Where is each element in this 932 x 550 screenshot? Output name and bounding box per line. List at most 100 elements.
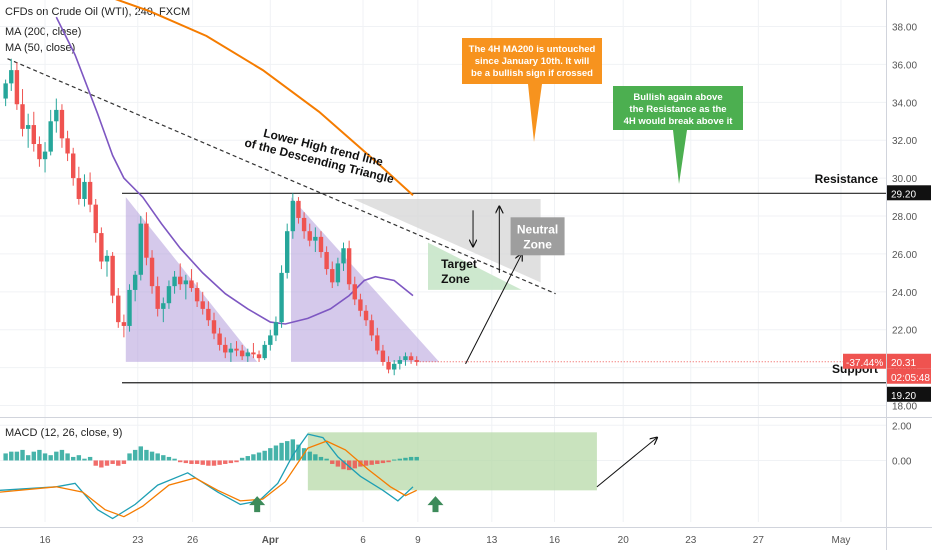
candle xyxy=(110,255,115,296)
macd-histogram-bar xyxy=(189,460,194,464)
candle xyxy=(59,109,65,139)
candle xyxy=(132,274,138,290)
candle xyxy=(369,320,374,336)
macd-histogram-bar xyxy=(9,451,14,461)
candle xyxy=(149,257,155,287)
candle xyxy=(386,361,391,370)
candle xyxy=(408,356,414,361)
macd-histogram-bar xyxy=(14,451,20,461)
macd-histogram-bar xyxy=(116,460,121,466)
candle xyxy=(284,231,290,273)
candle xyxy=(352,284,357,300)
macd-histogram-bar xyxy=(341,460,346,470)
price-tick-label: 26.00 xyxy=(892,250,917,261)
candle xyxy=(279,272,284,323)
macd-histogram-bar xyxy=(82,458,87,461)
bullish-callout-text: 4H would break above it xyxy=(624,116,734,127)
macd-histogram-bar xyxy=(313,454,318,461)
candle xyxy=(380,350,386,362)
target-zone-label: Zone xyxy=(441,272,470,286)
candle xyxy=(9,70,14,84)
macd-legend[interactable]: MACD (12, 26, close, 9) xyxy=(5,427,123,439)
macd-histogram-bar xyxy=(251,454,256,461)
ma50-legend[interactable]: MA (50, close) xyxy=(5,42,76,54)
countdown-tag: 02:05:48 xyxy=(891,373,930,384)
candle xyxy=(121,322,127,326)
change-tag: -37.44% xyxy=(846,358,883,369)
time-tick-label: 9 xyxy=(415,535,421,546)
macd-histogram-bar xyxy=(138,446,143,461)
candle xyxy=(172,276,177,287)
time-tick-label: 16 xyxy=(549,535,561,546)
candle xyxy=(65,138,70,154)
candle xyxy=(3,83,8,99)
macd-histogram-bar xyxy=(375,460,380,464)
candle xyxy=(178,276,183,285)
price-tick-label: 22.00 xyxy=(892,326,917,337)
macd-histogram-bar xyxy=(228,460,234,464)
time-tick-label: 13 xyxy=(486,535,498,546)
macd-histogram-bar xyxy=(48,455,53,461)
resistance-price-tag: 29.20 xyxy=(891,189,916,200)
macd-histogram-bar xyxy=(386,460,391,463)
candle xyxy=(268,335,273,345)
candle xyxy=(296,200,301,218)
macd-histogram-bar xyxy=(290,439,296,461)
candle xyxy=(256,354,262,359)
macd-histogram-bar xyxy=(87,456,93,461)
candle xyxy=(206,308,211,321)
price-tick-label: 18.00 xyxy=(892,402,917,413)
ma200-callout-text: be a bullish sign if crossed xyxy=(471,68,593,79)
macd-histogram-bar xyxy=(234,460,239,463)
macd-histogram-bar xyxy=(144,449,149,461)
candle xyxy=(31,125,36,145)
macd-histogram-bar xyxy=(268,448,273,461)
last-price-tag-bg xyxy=(887,353,931,369)
macd-histogram-bar xyxy=(65,453,70,461)
macd-histogram-bar xyxy=(363,460,369,466)
macd-histogram-bar xyxy=(239,457,245,461)
time-tick-label: 26 xyxy=(187,535,199,546)
macd-histogram-bar xyxy=(71,456,76,461)
candle xyxy=(71,153,76,179)
price-tick-label: 36.00 xyxy=(892,60,917,71)
candle xyxy=(211,320,217,334)
candle xyxy=(414,360,419,362)
candle xyxy=(330,269,335,283)
candle xyxy=(251,352,256,355)
time-tick-label: 27 xyxy=(753,535,765,546)
macd-histogram-bar xyxy=(273,445,279,461)
macd-histogram-bar xyxy=(335,460,341,467)
time-tick-label: 23 xyxy=(685,535,697,546)
macd-histogram-bar xyxy=(256,452,262,461)
countdown-tag-bg xyxy=(887,368,931,384)
candle xyxy=(397,360,403,364)
macd-histogram-bar xyxy=(104,460,110,466)
candle xyxy=(76,178,82,199)
candle xyxy=(223,344,228,353)
up-arrow-icon xyxy=(249,496,266,513)
candle xyxy=(307,231,312,241)
candle xyxy=(391,363,397,370)
candle xyxy=(189,280,194,289)
macd-histogram-bar xyxy=(391,459,397,461)
candle xyxy=(166,286,172,304)
macd-histogram-bar xyxy=(37,449,42,461)
candle xyxy=(341,248,346,264)
candle xyxy=(54,109,59,122)
macd-histogram-bar xyxy=(330,460,335,464)
macd-histogram-bar xyxy=(284,441,290,461)
macd-histogram-bar xyxy=(318,456,324,461)
ma200-callout-text: The 4H MA200 is untouched xyxy=(469,44,596,55)
candle xyxy=(155,286,160,309)
bullish-callout-text: Bullish again above xyxy=(633,92,722,103)
candle xyxy=(403,356,408,361)
candle xyxy=(273,322,279,336)
macd-histogram-bar xyxy=(397,458,403,461)
candle xyxy=(324,252,329,270)
macd-histogram-bar xyxy=(31,451,36,461)
candle xyxy=(363,310,369,321)
candle xyxy=(245,352,250,357)
macd-histogram-bar xyxy=(93,460,98,466)
